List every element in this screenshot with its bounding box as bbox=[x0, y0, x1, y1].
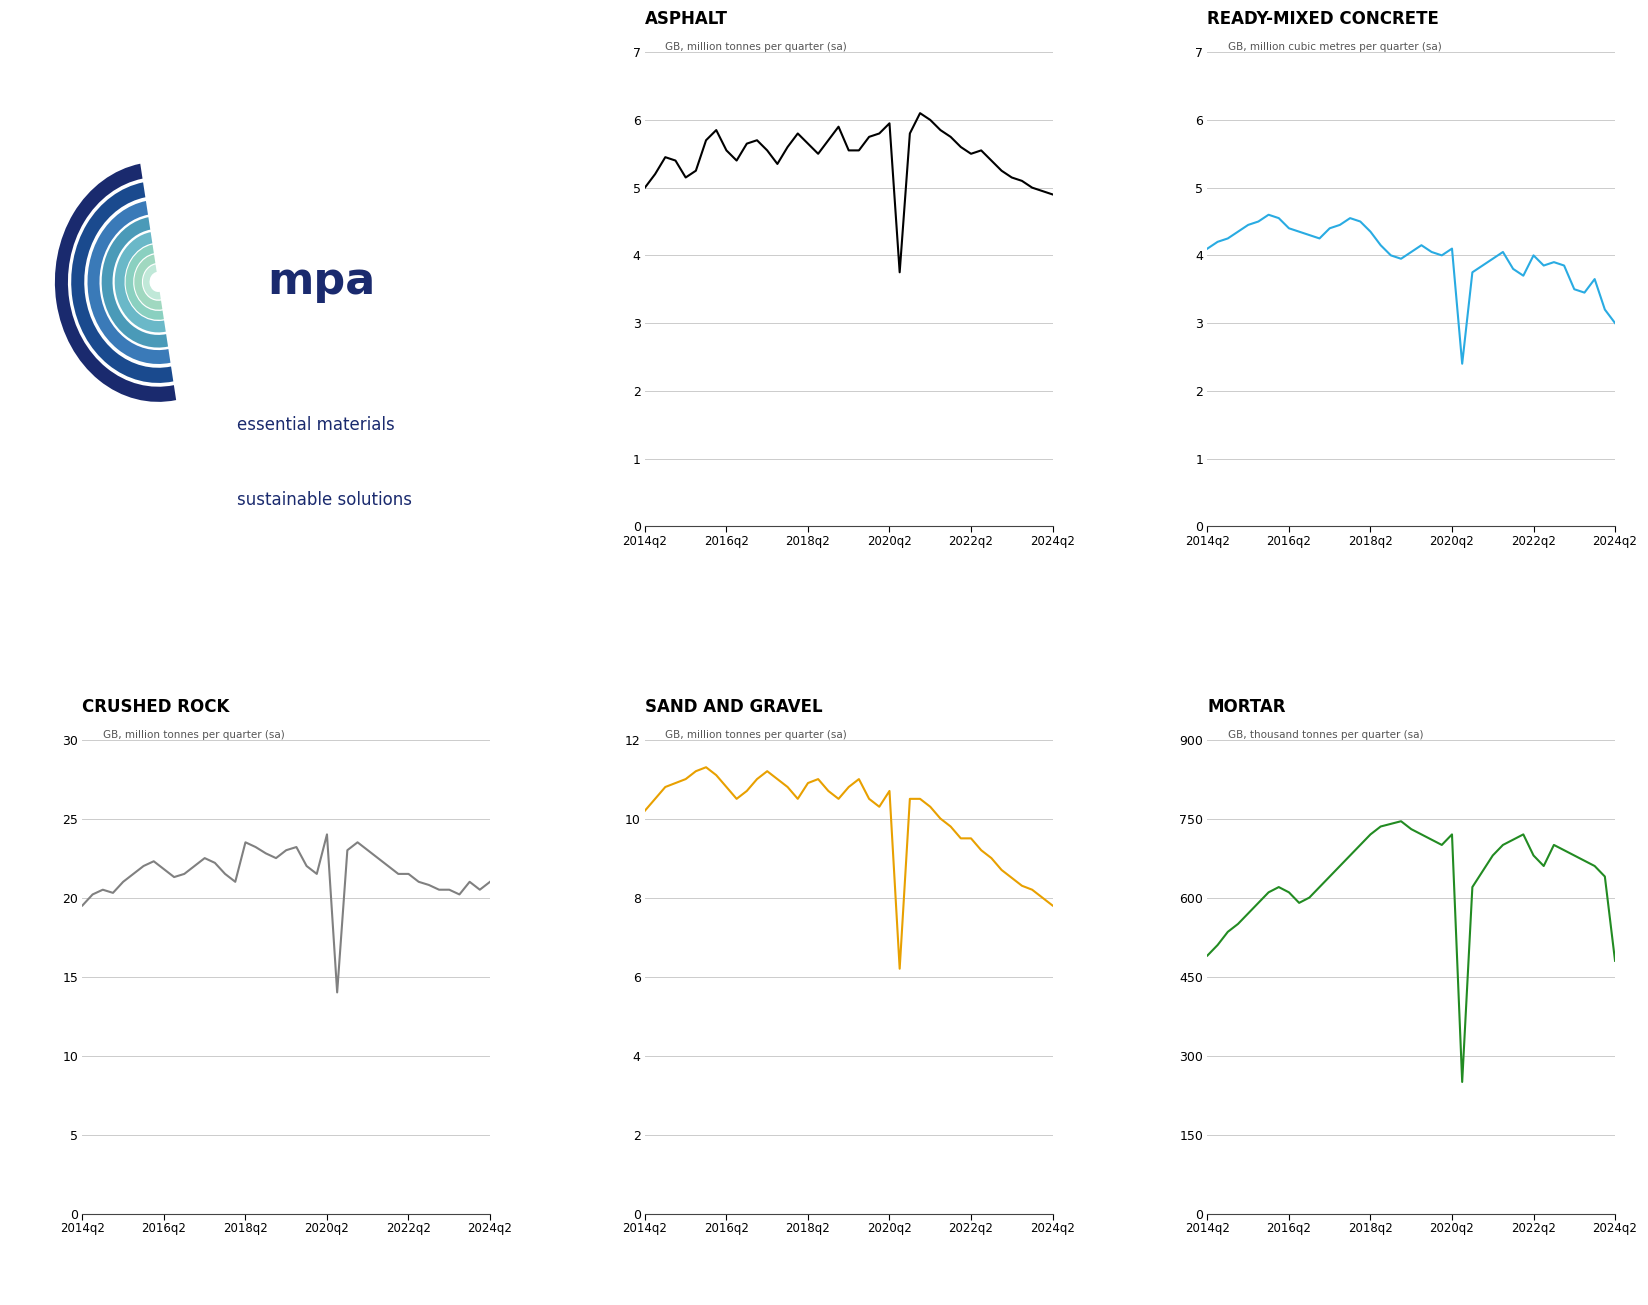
Wedge shape bbox=[133, 254, 163, 309]
Text: GB, million tonnes per quarter (sa): GB, million tonnes per quarter (sa) bbox=[102, 729, 285, 740]
Text: sustainable solutions: sustainable solutions bbox=[237, 491, 412, 509]
Text: MORTAR: MORTAR bbox=[1208, 698, 1285, 716]
Text: SAND AND GRAVEL: SAND AND GRAVEL bbox=[644, 698, 822, 716]
Wedge shape bbox=[115, 232, 166, 333]
Text: CRUSHED ROCK: CRUSHED ROCK bbox=[82, 698, 229, 716]
Text: mpa: mpa bbox=[267, 261, 376, 303]
Wedge shape bbox=[54, 163, 176, 402]
Text: GB, million cubic metres per quarter (sa): GB, million cubic metres per quarter (sa… bbox=[1228, 42, 1442, 52]
Text: ASPHALT: ASPHALT bbox=[644, 10, 728, 29]
Text: GB, thousand tonnes per quarter (sa): GB, thousand tonnes per quarter (sa) bbox=[1228, 729, 1424, 740]
Wedge shape bbox=[125, 244, 163, 320]
Text: essential materials: essential materials bbox=[237, 416, 396, 435]
Wedge shape bbox=[87, 201, 170, 364]
Text: GB, million tonnes per quarter (sa): GB, million tonnes per quarter (sa) bbox=[666, 42, 847, 52]
Text: READY-MIXED CONCRETE: READY-MIXED CONCRETE bbox=[1208, 10, 1439, 29]
Wedge shape bbox=[102, 217, 168, 347]
Text: GB, million tonnes per quarter (sa): GB, million tonnes per quarter (sa) bbox=[666, 729, 847, 740]
Wedge shape bbox=[143, 265, 162, 300]
Wedge shape bbox=[71, 183, 173, 382]
